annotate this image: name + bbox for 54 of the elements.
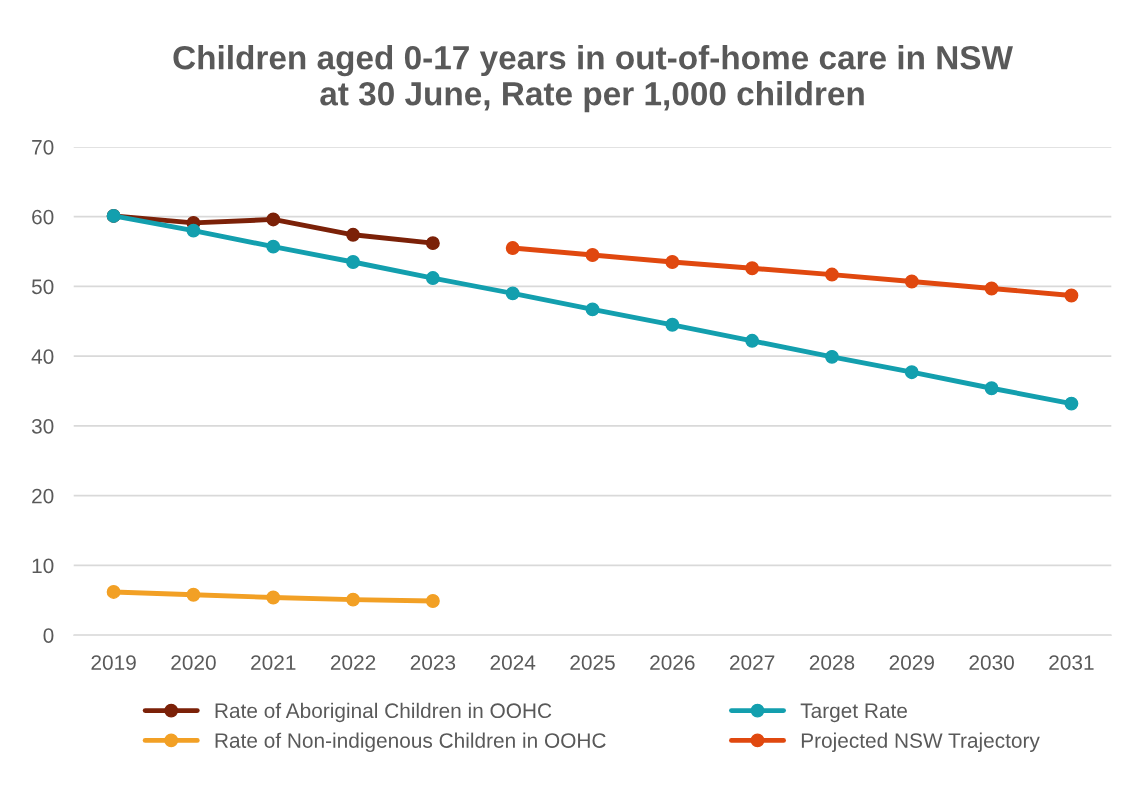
point [904,365,919,380]
point [425,271,440,285]
x-tick-label: 2028 [809,655,855,670]
y-tick-label: 40 [31,349,54,364]
y-tick-label: 20 [32,488,54,504]
point [825,349,839,364]
point [186,223,201,238]
x-tick-label: 2021 [251,655,296,670]
x-tick-label: 2022 [330,655,376,670]
x-tick-label: 2029 [889,655,934,670]
y-tick-label: 0 [43,628,54,643]
point [825,267,839,282]
point [1064,288,1079,303]
point [266,590,281,605]
point [186,587,201,602]
x-tick-label: 2026 [650,655,695,670]
point [505,241,520,255]
legend-label: Rate of Non-indigenous Children in OOHC [215,732,606,753]
x-tick-label: 2030 [969,655,1014,670]
x-tick-label: 2031 [1049,655,1094,670]
point [346,592,361,607]
point [745,261,760,276]
point [346,255,361,269]
point [1064,396,1079,411]
y-tick-label: 60 [32,209,54,225]
x-tick-label: 2019 [91,655,136,670]
point [425,236,440,251]
x-tick-label: 2023 [410,655,456,670]
legend-label: Projected NSW Trajectory [801,732,1040,753]
point [106,585,121,599]
legend-label: Rate of Aboriginal Children in OOHC [215,702,552,723]
point [346,227,361,242]
point [585,248,600,262]
chart-title: Children aged 0-17 years in out-of-home care in NSW at 30 June, Rate per 1,000 children [173,45,1013,113]
point [505,286,520,301]
x-tick-label: 2024 [490,655,536,670]
point [266,239,281,254]
y-tick-label: 30 [31,418,54,434]
x-tick-label: 2027 [730,655,775,670]
point [266,212,281,227]
point [585,302,600,317]
y-tick-label: 70 [32,139,54,155]
x-tick-label: 2025 [570,655,615,670]
point [665,317,680,332]
point [745,333,760,348]
point [904,274,919,289]
x-tick-label: 2020 [171,655,216,670]
point [984,281,999,296]
point [665,255,680,269]
y-tick-label: 50 [31,279,54,295]
point [984,381,999,396]
point [425,594,440,608]
y-tick-label: 10 [32,558,54,574]
legend-label: Target Rate [800,703,907,723]
